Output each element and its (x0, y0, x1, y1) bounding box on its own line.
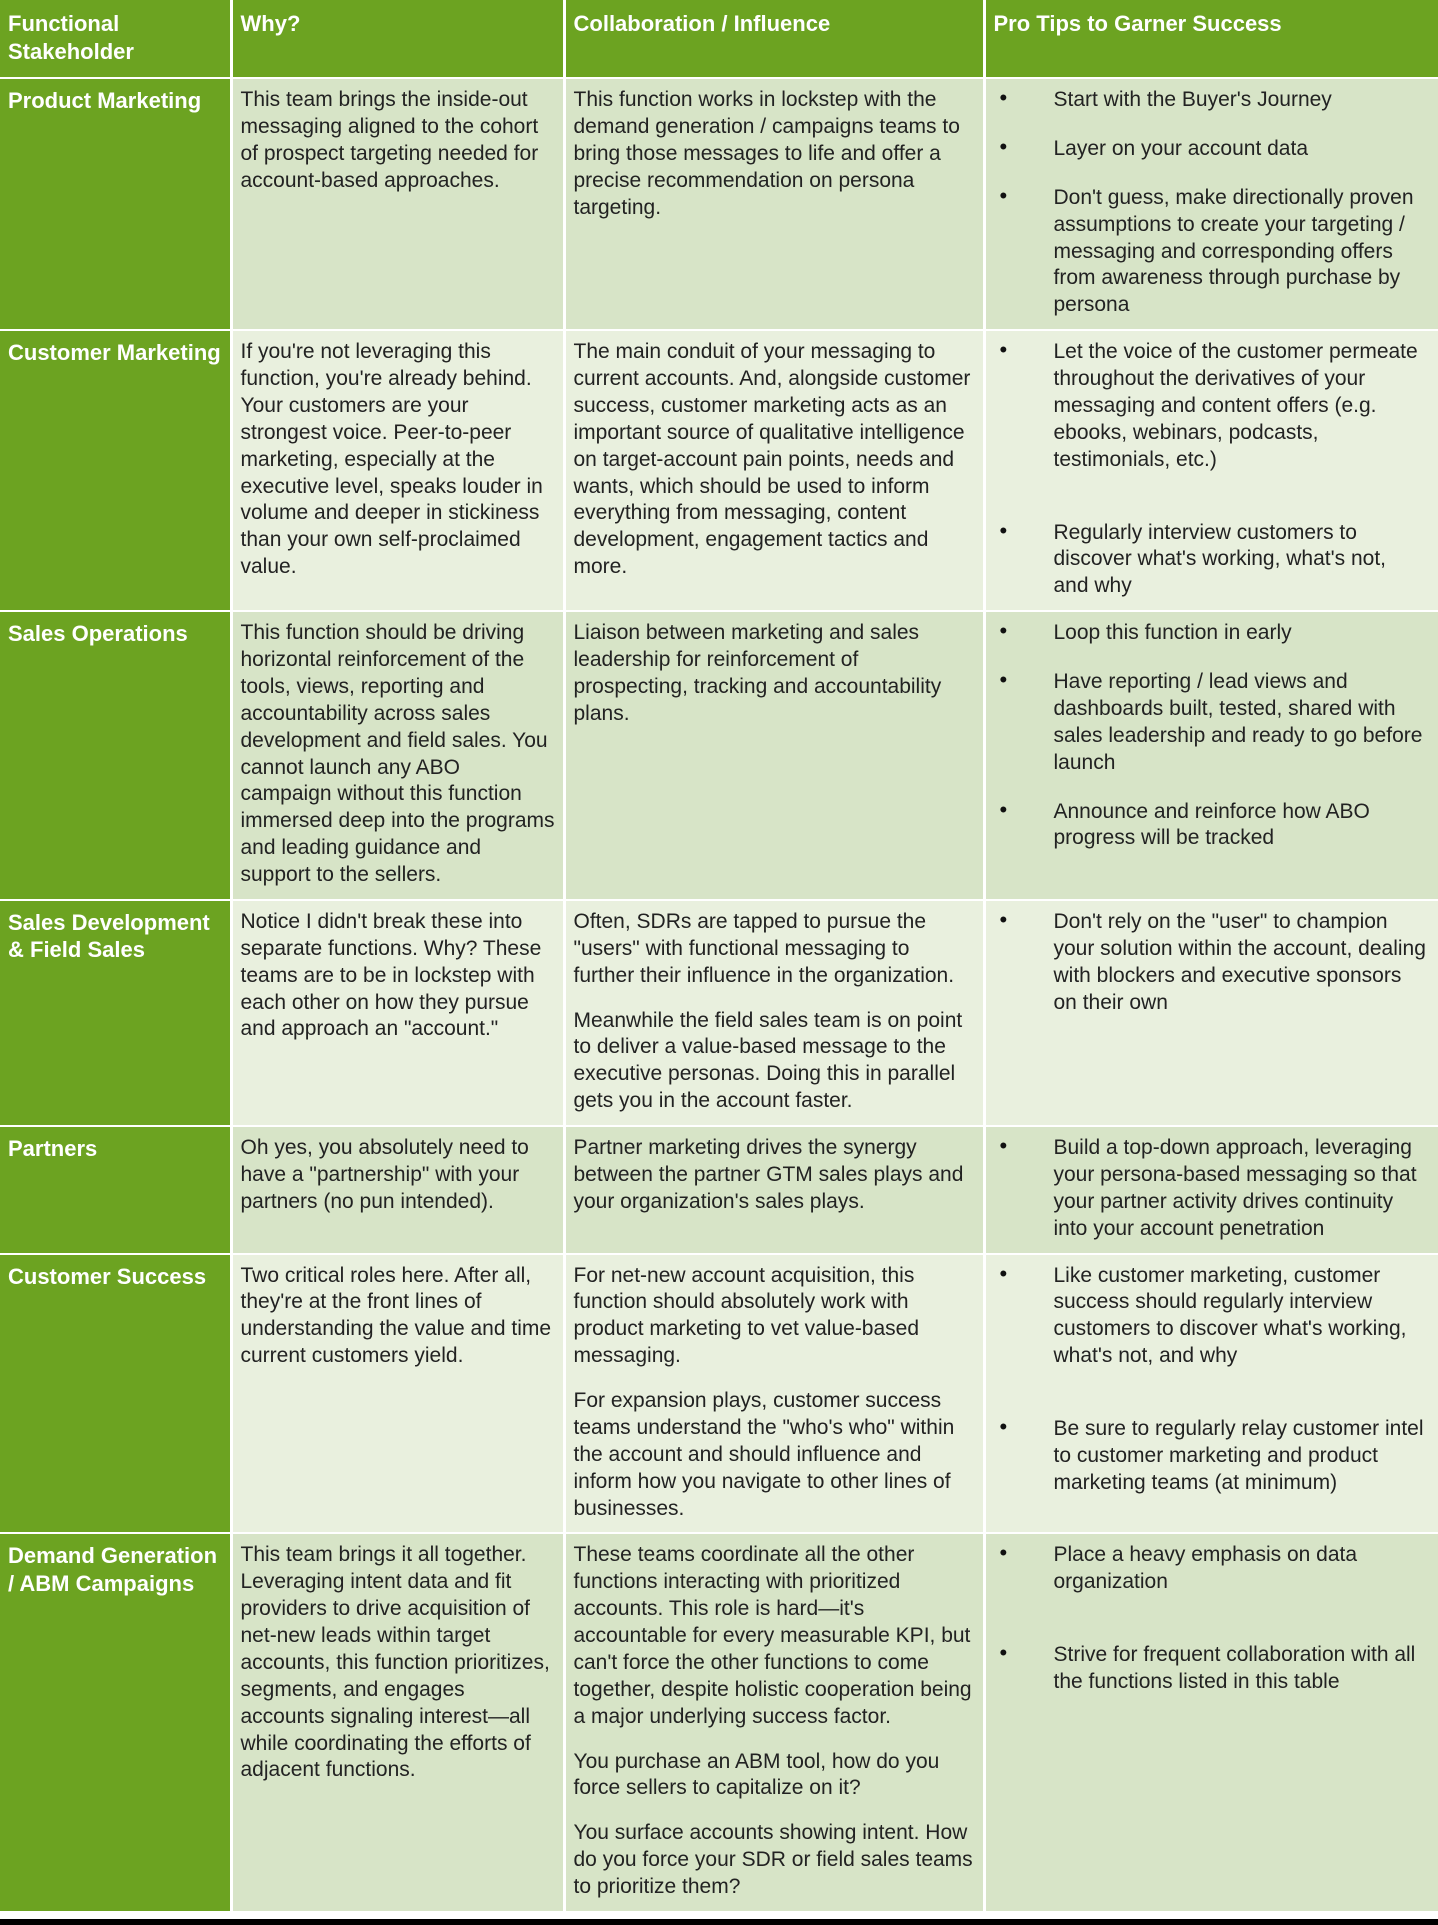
table-head: Functional Stakeholder Why? Collaboratio… (0, 0, 1438, 78)
cell-collab-para: Liaison between marketing and sales lead… (574, 620, 975, 728)
cell-collab-para: These teams coordinate all the other fun… (574, 1542, 975, 1730)
cell-collab: For net-new account acquisition, this fu… (564, 1254, 984, 1534)
cell-why-para: This team brings it all together. Levera… (241, 1542, 555, 1784)
cell-why-para: Oh yes, you absolutely need to have a "p… (241, 1135, 555, 1216)
tips-item: Be sure to regularly relay customer inte… (994, 1416, 1427, 1497)
cell-collab-para: Partner marketing drives the synergy bet… (574, 1135, 975, 1216)
tips-item: Place a heavy emphasis on data organizat… (994, 1542, 1427, 1596)
tips-list: Loop this function in early Have reportin… (994, 620, 1431, 852)
cell-why: Notice I didn't break these into separat… (231, 900, 564, 1126)
tips-list: Don't rely on the "user" to champion you… (994, 909, 1431, 1017)
col-header-tips: Pro Tips to Garner Success (984, 0, 1438, 78)
tips-list: Build a top-down approach, leveraging yo… (994, 1135, 1431, 1243)
cell-tips: Let the voice of the customer permeate t… (984, 330, 1438, 611)
cell-why-para: If you're not leveraging this function, … (241, 339, 555, 581)
cell-why-para: This function should be driving horizont… (241, 620, 555, 889)
cell-collab-para: You surface accounts showing intent. How… (574, 1820, 975, 1901)
tips-item: Strive for frequent collaboration with a… (994, 1642, 1427, 1696)
table-row: Sales OperationsThis function should be … (0, 611, 1438, 900)
tips-list: Start with the Buyer's Journey Layer on y… (994, 87, 1431, 319)
cell-collab-para: You purchase an ABM tool, how do you for… (574, 1749, 975, 1803)
cell-collab: Liaison between marketing and sales lead… (564, 611, 984, 900)
cell-why: This team brings the inside-out messagin… (231, 78, 564, 330)
cell-why: This team brings it all together. Levera… (231, 1533, 564, 1912)
tips-item: Don't guess, make directionally proven a… (994, 185, 1427, 319)
tips-item: Like customer marketing, customer succes… (994, 1263, 1427, 1371)
cell-collab: These teams coordinate all the other fun… (564, 1533, 984, 1912)
cell-tips: Place a heavy emphasis on data organizat… (984, 1533, 1438, 1912)
cell-why-para: Two critical roles here. After all, they… (241, 1263, 555, 1371)
table-row: Product MarketingThis team brings the in… (0, 78, 1438, 330)
cell-collab: Often, SDRs are tapped to pursue the "us… (564, 900, 984, 1126)
cell-tips: Loop this function in early Have reportin… (984, 611, 1438, 900)
table-row: Demand Generation / ABM CampaignsThis te… (0, 1533, 1438, 1912)
cell-collab-para: Meanwhile the field sales team is on poi… (574, 1008, 975, 1116)
col-header-collab: Collaboration / Influence (564, 0, 984, 78)
tips-list: Let the voice of the customer permeate t… (994, 339, 1431, 600)
cell-tips: Like customer marketing, customer succes… (984, 1254, 1438, 1534)
cell-collab-para: This function works in lockstep with the… (574, 87, 975, 221)
table-row: Sales Development & Field SalesNotice I … (0, 900, 1438, 1126)
cell-collab-para: For net-new account acquisition, this fu… (574, 1263, 975, 1371)
tips-item: Don't rely on the "user" to champion you… (994, 909, 1427, 1017)
cell-collab-para: For expansion plays, customer success te… (574, 1388, 975, 1522)
tips-item: Loop this function in early (994, 620, 1427, 647)
table-row: PartnersOh yes, you absolutely need to h… (0, 1126, 1438, 1254)
cell-why: This function should be driving horizont… (231, 611, 564, 900)
tips-list: Place a heavy emphasis on data organizat… (994, 1542, 1431, 1696)
cell-collab-para: The main conduit of your messaging to cu… (574, 339, 975, 581)
table-row: Customer MarketingIf you're not leveragi… (0, 330, 1438, 611)
table-body: Product MarketingThis team brings the in… (0, 78, 1438, 1912)
row-label: Customer Marketing (0, 330, 231, 611)
cell-why-para: Notice I didn't break these into separat… (241, 909, 555, 1043)
tips-item: Let the voice of the customer permeate t… (994, 339, 1427, 473)
table-row: Customer SuccessTwo critical roles here.… (0, 1254, 1438, 1534)
cell-collab-para: Often, SDRs are tapped to pursue the "us… (574, 909, 975, 990)
cell-collab: The main conduit of your messaging to cu… (564, 330, 984, 611)
row-label: Sales Development & Field Sales (0, 900, 231, 1126)
tips-item: Have reporting / lead views and dashboar… (994, 669, 1427, 777)
cell-tips: Build a top-down approach, leveraging yo… (984, 1126, 1438, 1254)
cell-tips: Don't rely on the "user" to champion you… (984, 900, 1438, 1126)
stakeholder-table-wrap: Functional Stakeholder Why? Collaboratio… (0, 0, 1438, 1925)
cell-why: If you're not leveraging this function, … (231, 330, 564, 611)
tips-item: Start with the Buyer's Journey (994, 87, 1427, 114)
row-label: Sales Operations (0, 611, 231, 900)
tips-item: Layer on your account data (994, 136, 1427, 163)
tips-item: Announce and reinforce how ABO progress … (994, 799, 1427, 853)
tips-item: Regularly interview customers to discove… (994, 520, 1427, 601)
cell-collab: Partner marketing drives the synergy bet… (564, 1126, 984, 1254)
col-header-why: Why? (231, 0, 564, 78)
cell-why: Two critical roles here. After all, they… (231, 1254, 564, 1534)
row-label: Demand Generation / ABM Campaigns (0, 1533, 231, 1912)
row-label: Partners (0, 1126, 231, 1254)
row-label: Product Marketing (0, 78, 231, 330)
row-label: Customer Success (0, 1254, 231, 1534)
tips-list: Like customer marketing, customer succes… (994, 1263, 1431, 1497)
cell-tips: Start with the Buyer's Journey Layer on y… (984, 78, 1438, 330)
col-header-stakeholder: Functional Stakeholder (0, 0, 231, 78)
cell-collab: This function works in lockstep with the… (564, 78, 984, 330)
cell-why-para: This team brings the inside-out messagin… (241, 87, 555, 195)
cell-why: Oh yes, you absolutely need to have a "p… (231, 1126, 564, 1254)
stakeholder-table: Functional Stakeholder Why? Collaboratio… (0, 0, 1438, 1913)
tips-item: Build a top-down approach, leveraging yo… (994, 1135, 1427, 1243)
